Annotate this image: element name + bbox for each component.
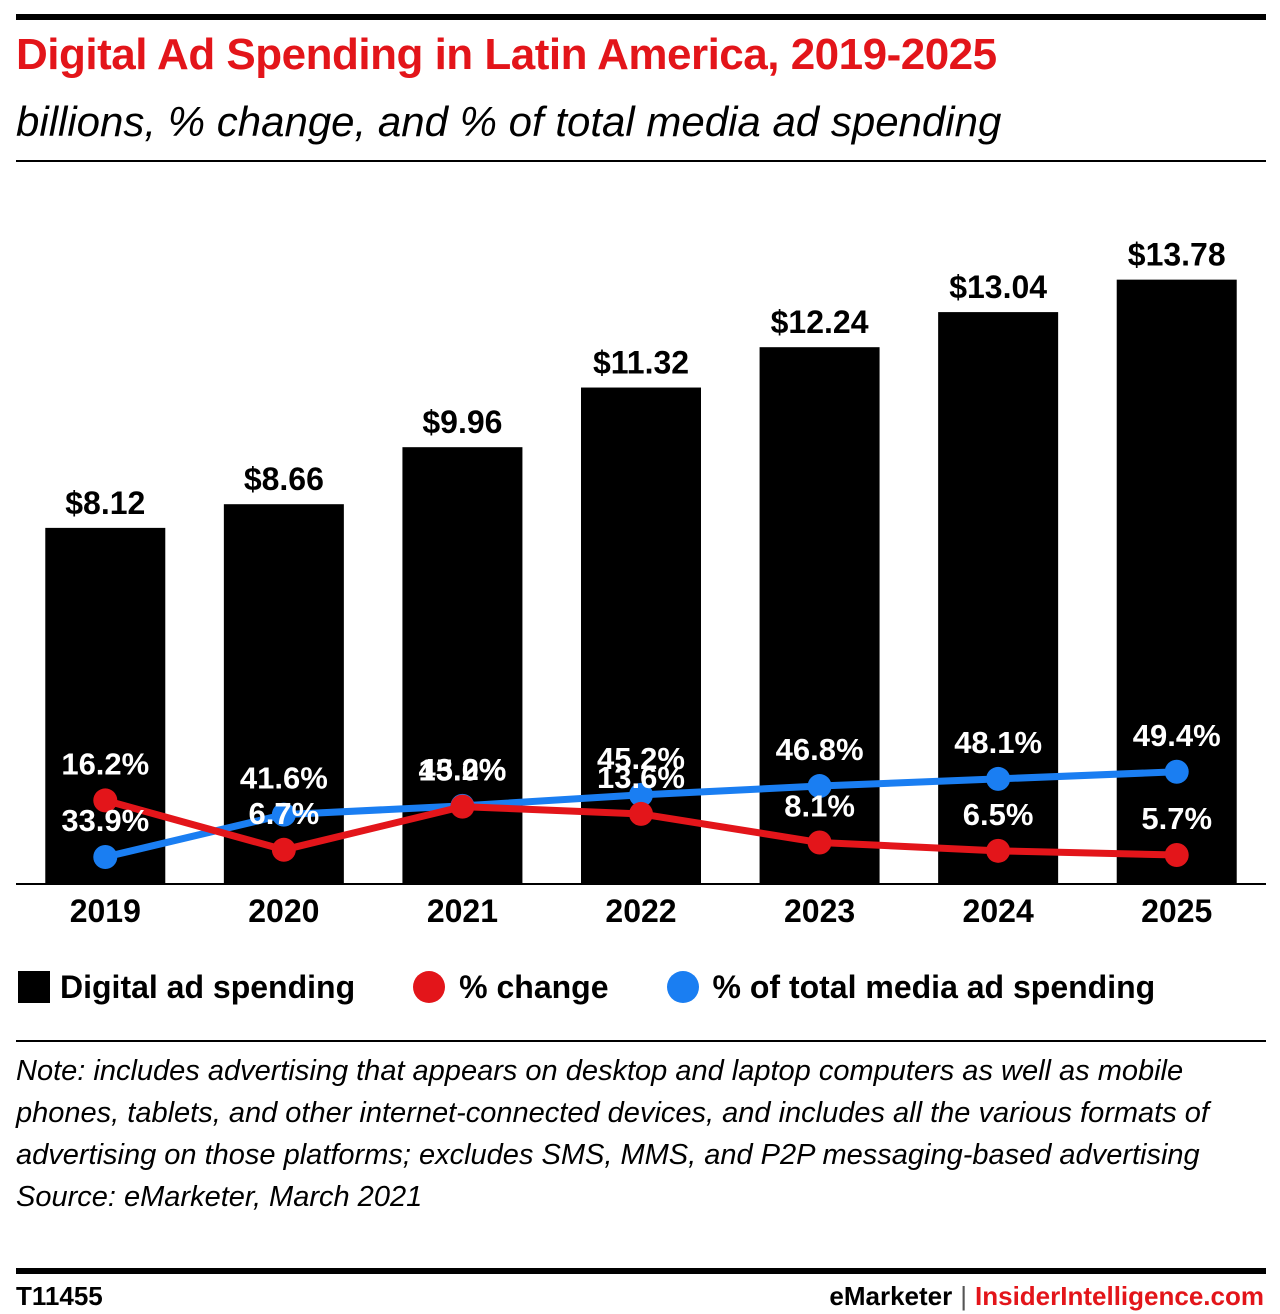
brand-emarketer: eMarketer <box>829 1281 953 1311</box>
change-point-2023 <box>807 830 832 855</box>
change-point-2021 <box>450 794 475 819</box>
bar-2025 <box>1116 279 1237 884</box>
x-tick-label-2025: 2025 <box>1141 893 1212 929</box>
change-value-label-2019: 16.2% <box>61 746 149 781</box>
footer-rule <box>16 1268 1266 1274</box>
change-point-2020 <box>271 837 296 862</box>
x-tick-label-2024: 2024 <box>963 893 1034 929</box>
change-point-2022 <box>629 801 653 826</box>
change-value-label-2022: 13.6% <box>597 760 685 795</box>
share-value-label-2021: 43.2% <box>418 752 506 787</box>
labels-layer: $8.12 $8.66 $9.96 $11.32 $12.24 $13.04 $13.78 2… <box>61 237 1225 929</box>
legend-swatch-share <box>666 971 699 1003</box>
top-rule <box>16 14 1266 20</box>
share-value-label-2025: 49.4% <box>1133 718 1221 753</box>
share-value-label-2023: 46.8% <box>776 732 864 767</box>
bar-value-label-2024: $13.04 <box>949 269 1047 305</box>
change-value-label-2021: 15.0% <box>418 753 506 788</box>
share-point-2024 <box>986 766 1011 791</box>
share-value-label-2019: 33.9% <box>61 803 149 838</box>
legend: Digital ad spending % change % of total … <box>18 962 1213 1012</box>
share-point-2022 <box>629 782 653 807</box>
chart-title: Digital Ad Spending in Latin America, 20… <box>16 30 997 79</box>
share-value-label-2020: 41.6% <box>240 761 328 796</box>
change-point-2024 <box>986 838 1011 863</box>
brand-separator: | <box>960 1281 968 1311</box>
x-tick-label-2022: 2022 <box>605 893 676 929</box>
source-text: Source: eMarketer, March 2021 <box>16 1181 423 1213</box>
bar-2019 <box>45 527 166 884</box>
share-value-label-2024: 48.1% <box>954 725 1042 760</box>
bar-value-label-2020: $8.66 <box>244 461 324 497</box>
change-value-label-2024: 6.5% <box>963 797 1034 832</box>
note-text: Note: includes advertising that appears … <box>16 1055 1209 1171</box>
bar-value-label-2025: $13.78 <box>1128 237 1226 273</box>
change-value-label-2023: 8.1% <box>784 789 855 824</box>
footer-brand: eMarketer | InsiderIntelligence.com <box>829 1281 1264 1312</box>
legend-item-share: % of total media ad spending <box>666 968 1156 1006</box>
x-tick-label-2023: 2023 <box>784 893 855 929</box>
legend-item-change: % change <box>413 968 609 1006</box>
bar-value-label-2019: $8.12 <box>65 485 145 521</box>
legend-swatch-change <box>413 971 446 1003</box>
change-point-2019 <box>93 788 118 813</box>
brand-insider-intelligence: InsiderIntelligence.com <box>975 1281 1264 1311</box>
change-point-2025 <box>1164 843 1189 867</box>
legend-label-share: % of total media ad spending <box>712 968 1156 1005</box>
share-point-2020 <box>271 802 296 827</box>
legend-swatch-bar <box>18 971 50 1003</box>
share-point-2019 <box>93 845 118 869</box>
legend-item-bar: Digital ad spending <box>18 969 355 1006</box>
legend-label-change: % change <box>459 968 609 1005</box>
bar-value-label-2021: $9.96 <box>422 404 502 440</box>
bar-value-label-2023: $12.24 <box>771 304 869 340</box>
bar-value-label-2022: $11.32 <box>593 345 689 381</box>
chart: $8.12 $8.66 $9.96 $11.32 $12.24 $13.04 $13.78 2… <box>16 237 1266 929</box>
x-tick-label-2021: 2021 <box>427 893 498 929</box>
x-tick-label-2020: 2020 <box>248 893 319 929</box>
note-block: Note: includes advertising that appears … <box>16 1050 1266 1218</box>
chart-subtitle: billions, % change, and % of total media… <box>16 98 1002 145</box>
change-value-label-2020: 6.7% <box>249 796 320 831</box>
subtitle-rule <box>16 160 1266 162</box>
lines-layer <box>93 759 1189 869</box>
chart-id: T11455 <box>16 1281 103 1311</box>
share-point-2025 <box>1164 759 1189 784</box>
change-value-label-2025: 5.7% <box>1141 801 1212 836</box>
x-tick-label-2019: 2019 <box>70 893 141 929</box>
note-rule <box>16 1040 1266 1042</box>
share-point-2023 <box>807 774 832 799</box>
share-value-label-2022: 45.2% <box>597 741 685 776</box>
legend-label-bar: Digital ad spending <box>60 968 356 1005</box>
